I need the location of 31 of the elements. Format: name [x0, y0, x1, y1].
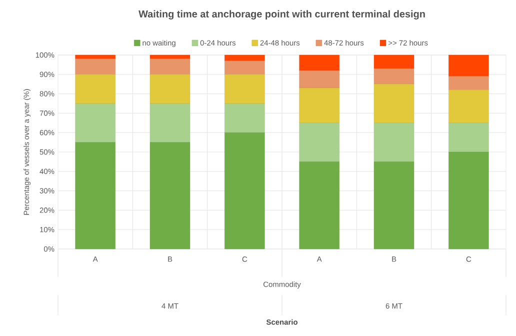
bar: [224, 74, 265, 104]
bar: [224, 103, 265, 133]
bar: [448, 76, 489, 90]
bar: [448, 54, 489, 76]
bar: [448, 90, 489, 123]
bar: [374, 84, 414, 123]
bar: [299, 54, 340, 71]
bar: [448, 152, 489, 250]
bar: [150, 54, 190, 59]
bar: [224, 60, 265, 74]
chart-title: Waiting time at anchorage point with current terminal design: [138, 10, 425, 20]
bar: [75, 142, 116, 250]
bar: [374, 162, 414, 250]
bar: [374, 68, 414, 84]
bar: [75, 103, 116, 142]
bar: [448, 122, 489, 152]
bar: [374, 54, 414, 69]
bar: [299, 162, 340, 250]
bar: [299, 122, 340, 162]
bar: [374, 122, 414, 162]
bar: [75, 54, 116, 59]
bar: [150, 103, 190, 142]
bar: [299, 88, 340, 123]
bar: [299, 70, 340, 88]
bar: [224, 54, 265, 61]
bar: [75, 74, 116, 104]
bar: [150, 58, 190, 74]
bar: [224, 132, 265, 250]
bar: [75, 58, 116, 74]
bar: [150, 142, 190, 250]
bar: [150, 74, 190, 104]
